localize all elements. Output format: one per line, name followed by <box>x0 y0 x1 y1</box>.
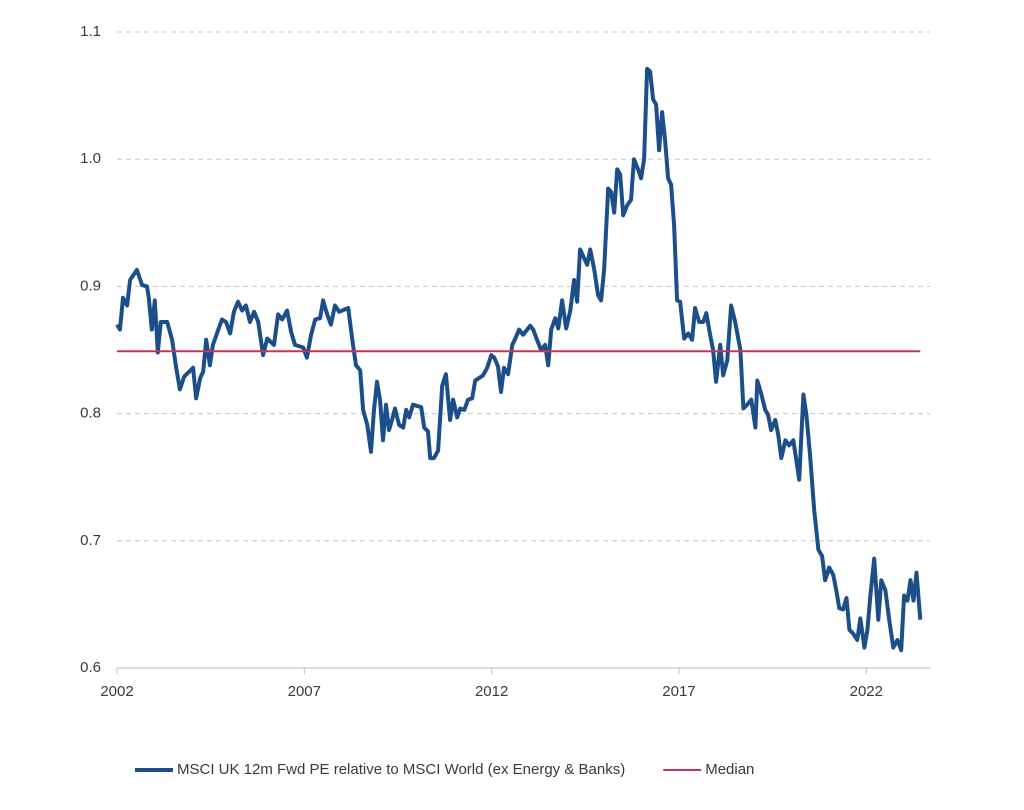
legend-label: MSCI UK 12m Fwd PE relative to MSCI Worl… <box>177 761 625 778</box>
legend-label: Median <box>705 761 754 778</box>
y-tick-label: 1.1 <box>80 23 101 40</box>
y-tick-label: 0.8 <box>80 405 101 422</box>
data-line <box>115 66 923 653</box>
x-tick-label: 2002 <box>100 683 133 700</box>
x-tick-label: 2007 <box>288 683 321 700</box>
x-tick-label: 2022 <box>850 683 883 700</box>
y-tick-label: 1.0 <box>80 150 101 167</box>
x-tick-label: 2012 <box>475 683 508 700</box>
y-tick-label: 0.7 <box>80 532 101 549</box>
x-tick-label: 2017 <box>662 683 695 700</box>
y-tick-label: 0.6 <box>80 659 101 676</box>
y-tick-label: 0.9 <box>80 277 101 294</box>
